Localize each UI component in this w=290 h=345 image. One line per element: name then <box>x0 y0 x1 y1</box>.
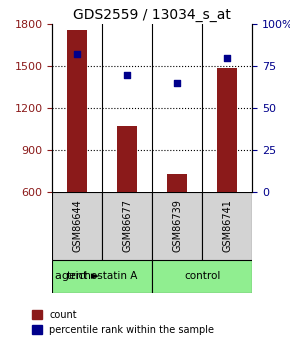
Point <box>225 55 230 60</box>
FancyBboxPatch shape <box>102 193 152 260</box>
Text: GSM86739: GSM86739 <box>172 199 182 253</box>
FancyBboxPatch shape <box>52 193 102 260</box>
Legend: count, percentile rank within the sample: count, percentile rank within the sample <box>28 306 218 338</box>
Title: GDS2559 / 13034_s_at: GDS2559 / 13034_s_at <box>73 8 231 22</box>
Bar <box>167 174 187 192</box>
Text: agent ►: agent ► <box>55 272 99 282</box>
Point <box>75 52 79 57</box>
Text: control: control <box>184 272 220 282</box>
Bar <box>117 126 137 192</box>
FancyBboxPatch shape <box>202 193 252 260</box>
Bar <box>67 30 87 192</box>
FancyBboxPatch shape <box>152 260 252 293</box>
Bar <box>217 68 237 192</box>
FancyBboxPatch shape <box>152 193 202 260</box>
FancyBboxPatch shape <box>52 260 152 293</box>
Point <box>125 72 130 77</box>
Point <box>175 80 180 86</box>
Text: GSM86741: GSM86741 <box>222 199 232 253</box>
Text: GSM86677: GSM86677 <box>122 199 132 253</box>
Text: GSM86644: GSM86644 <box>72 200 82 252</box>
Text: trichostatin A: trichostatin A <box>67 272 137 282</box>
